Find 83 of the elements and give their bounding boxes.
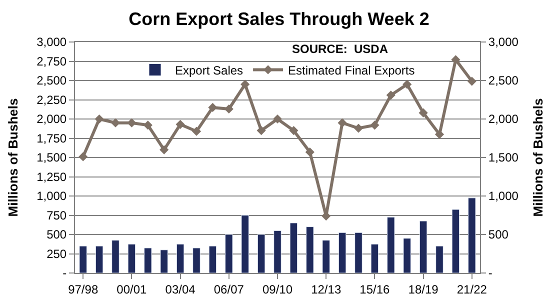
- y-tick-label: 750: [46, 208, 67, 222]
- bar: [322, 240, 330, 273]
- y2-tick-label: 1,500: [488, 150, 519, 165]
- bar: [257, 234, 266, 273]
- point: [208, 102, 218, 112]
- point: [224, 104, 234, 114]
- point: [272, 114, 282, 124]
- point: [354, 124, 364, 133]
- bar: [370, 244, 379, 273]
- x-tick-label: 21/22: [456, 282, 488, 296]
- bar: [144, 248, 152, 273]
- annotation: SOURCE: USDA: [292, 42, 388, 56]
- bar: [208, 246, 217, 273]
- bar: [95, 246, 104, 273]
- y-tick-label: 1,750: [36, 131, 67, 146]
- y-tick-label: -: [62, 266, 67, 280]
- point: [338, 118, 347, 128]
- x-tick-label: 00/01: [116, 282, 148, 296]
- y-tick-label: 1,000: [36, 189, 67, 204]
- point: [434, 130, 444, 139]
- bar: [176, 244, 184, 273]
- y2-axis-title: Millions of Bushels: [530, 98, 546, 217]
- bar: [436, 246, 444, 273]
- bar: [290, 222, 298, 273]
- y-tick-label: 250: [46, 246, 67, 261]
- y-tick-label: 2,250: [36, 92, 67, 107]
- bar: [79, 246, 87, 273]
- x-tick-label: 09/10: [262, 282, 293, 296]
- point: [143, 120, 152, 130]
- y-tick-label: 2,000: [36, 112, 67, 126]
- bar: [225, 234, 233, 273]
- point: [192, 126, 202, 136]
- point: [418, 108, 428, 118]
- bar: [354, 232, 362, 273]
- point: [451, 55, 460, 64]
- y-tick-label: 1,500: [36, 150, 67, 165]
- point: [78, 152, 88, 162]
- x-tick-label: 15/16: [360, 282, 390, 296]
- x-tick-label: 12/13: [311, 282, 342, 296]
- bar: [274, 230, 282, 273]
- bar: [160, 250, 168, 273]
- y2-tick-label: 500: [488, 228, 509, 242]
- point: [240, 80, 250, 89]
- bar: [192, 248, 200, 273]
- x-tick-label: 06/07: [214, 282, 244, 296]
- point: [386, 90, 396, 100]
- point: [160, 145, 169, 154]
- y2-tick-label: 3,000: [488, 35, 519, 50]
- bar: [128, 244, 136, 273]
- bar: [338, 232, 346, 273]
- point: [370, 120, 380, 130]
- x-tick-label: 03/04: [165, 282, 196, 296]
- legend-label: Estimated Final Exports: [288, 63, 415, 78]
- bar: [306, 226, 314, 273]
- x-tick-label: 18/19: [408, 282, 439, 296]
- point: [176, 120, 185, 129]
- bar: [241, 215, 249, 273]
- bar: [112, 240, 120, 273]
- point: [110, 118, 120, 128]
- y-tick-label: 500: [46, 228, 67, 242]
- bar: [468, 198, 476, 273]
- x-tick-label: 97/98: [68, 282, 98, 296]
- y-tick-label: 1,250: [36, 170, 67, 184]
- y-tick-label: 2,500: [36, 74, 67, 88]
- point: [305, 148, 314, 157]
- legend-label: Export Sales: [175, 63, 244, 78]
- y-tick-label: 3,000: [36, 35, 67, 50]
- point: [94, 114, 104, 124]
- chart-title: Corn Export Sales Through Week 2: [128, 8, 430, 29]
- bar: [403, 238, 411, 273]
- point: [402, 80, 412, 89]
- y2-tick-label: 2,500: [488, 74, 519, 88]
- y2-tick-label: 1,000: [488, 189, 519, 204]
- bar: [419, 220, 428, 273]
- y-axis-title: Millions of Bushels: [6, 98, 21, 217]
- point: [467, 76, 476, 86]
- bar: [387, 216, 395, 273]
- y2-tick-label: -: [488, 266, 492, 280]
- point: [256, 126, 266, 136]
- y2-tick-label: 2,000: [488, 112, 519, 126]
- y-tick-label: 2,750: [36, 54, 67, 68]
- point: [289, 126, 298, 136]
- bar: [452, 209, 460, 273]
